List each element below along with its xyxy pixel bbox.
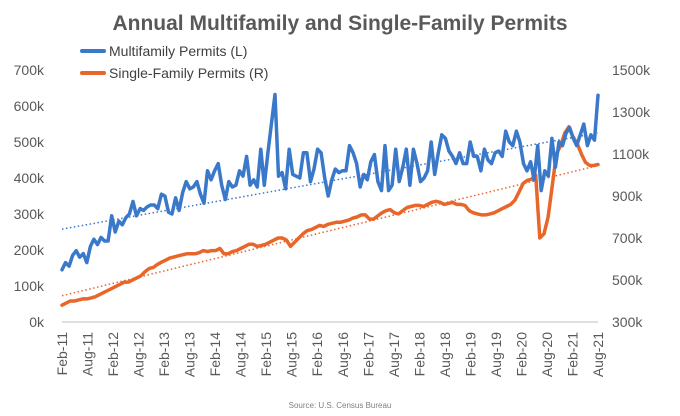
right-tick-label: 1100k [612, 146, 650, 162]
x-tick-label: Feb-20 [513, 332, 529, 377]
right-tick-label: 700k [612, 230, 643, 246]
x-tick-label: Aug-11 [80, 332, 96, 376]
x-tick-label: Aug-20 [539, 332, 555, 377]
x-tick-label: Feb-11 [54, 332, 70, 376]
x-tick-label: Feb-18 [411, 332, 427, 377]
multifamily-line [60, 92, 600, 272]
left-tick-label: 300k [14, 206, 45, 222]
x-tick-label: Aug-17 [386, 332, 402, 377]
right-axis-ticks: 300k 500k 700k 900k 1100k 1300k 1500k [612, 62, 651, 330]
right-tick-label: 500k [612, 272, 643, 288]
x-tick-label: Feb-19 [462, 332, 478, 377]
x-tick-label: Feb-14 [207, 332, 223, 377]
x-tick-label: Feb-13 [156, 332, 172, 377]
source-note: Source: U.S. Census Bureau [289, 401, 392, 410]
right-tick-label: 1500k [612, 62, 651, 78]
x-tick-label: Aug-12 [131, 332, 147, 377]
legend: Multifamily Permits (L) Single-Family Pe… [80, 43, 268, 81]
x-tick-label: Aug-15 [284, 332, 300, 377]
legend-label-single-family: Single-Family Permits (R) [109, 65, 268, 81]
left-tick-label: 0k [29, 314, 45, 330]
right-tick-label: 1300k [612, 104, 651, 120]
left-tick-label: 200k [14, 242, 45, 258]
chart-title: Annual Multifamily and Single-Family Per… [112, 12, 567, 35]
right-tick-label: 900k [612, 188, 643, 204]
left-tick-label: 400k [14, 170, 45, 186]
x-tick-label: Aug-14 [233, 332, 249, 377]
x-tick-label: Feb-21 [564, 332, 580, 377]
left-tick-label: 100k [14, 278, 45, 294]
left-tick-label: 500k [14, 134, 45, 150]
x-tick-label: Aug-18 [437, 332, 453, 377]
left-tick-label: 700k [14, 62, 45, 78]
x-tick-label: Feb-12 [105, 332, 121, 377]
single-family-line [60, 124, 600, 307]
series-lines [60, 92, 600, 307]
x-tick-label: Aug-21 [590, 332, 606, 377]
x-tick-label: Feb-15 [258, 332, 274, 377]
left-axis-ticks: 0k 100k 200k 300k 400k 500k 600k 700k [14, 62, 45, 330]
x-tick-label: Aug-13 [182, 332, 198, 377]
x-axis-ticks: Feb-11 Aug-11 Feb-12 Aug-12 Feb-13 Aug-13 Feb-… [54, 332, 606, 377]
x-tick-label: Aug-19 [488, 332, 504, 377]
x-tick-label: Aug-16 [335, 332, 351, 377]
x-tick-label: Feb-17 [360, 332, 376, 377]
x-tick-label: Feb-16 [309, 332, 325, 377]
trendlines [61, 132, 599, 297]
legend-label-multifamily: Multifamily Permits (L) [109, 43, 247, 59]
left-tick-label: 600k [14, 98, 45, 114]
right-tick-label: 300k [612, 314, 643, 330]
